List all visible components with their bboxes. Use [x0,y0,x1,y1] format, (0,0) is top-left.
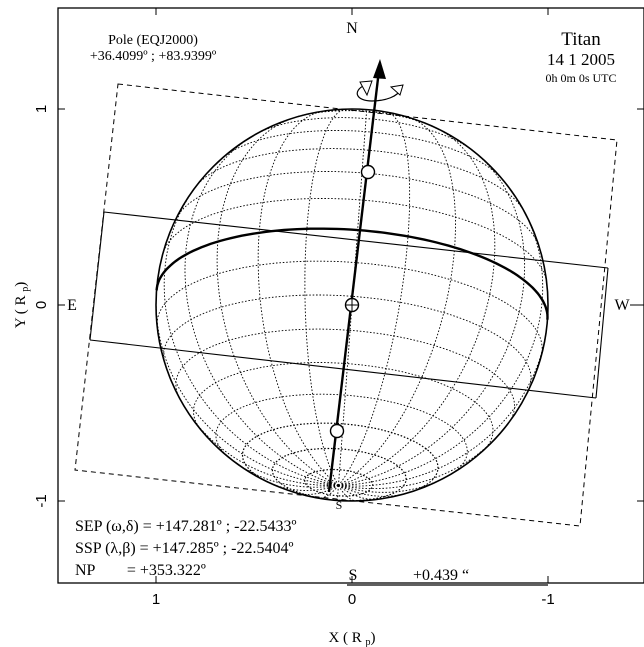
meridian-line [338,428,505,490]
axis-ticks [58,8,644,583]
plot-frame [57,7,644,584]
x-tick-label-0: 0 [348,591,356,608]
x-tick-label-1: 1 [152,591,160,608]
meridian-line [257,110,339,486]
rotation-axis-line [327,69,381,493]
latitude-line [215,393,468,475]
date-label: 14 1 2005 [547,50,615,69]
south-pole-label: S [336,498,343,512]
north-arrow-head [373,59,386,79]
meridian-line [297,485,339,495]
sep-readout: SEP (ω,δ) = +147.281º ; -22.5433º [75,518,296,535]
south-marker [329,423,345,439]
y-tick-label-0: 0 [33,301,50,309]
time-label: 0h 0m 0s UTC [545,71,616,85]
y-tick-label-minus1: -1 [33,494,50,507]
x-tick-label-minus1: -1 [541,591,554,608]
ssp-readout: SSP (λ,β) = +147.285º ; -22.5404º [75,540,293,557]
latitude-line [193,362,494,452]
meridian-line [155,296,339,486]
meridian-line [336,485,339,501]
pole-title: Pole (EQJ2000) [108,33,198,48]
meridian-line [338,128,496,486]
meridian-line [338,477,444,493]
meridian-line [338,485,357,502]
y-tick-label-1: 1 [33,105,50,113]
latitude-line [175,328,515,422]
rotation-axis [327,59,404,493]
north-pole-marker [360,164,376,180]
meridian-line [338,485,378,500]
meridian-line [216,117,339,486]
west-label: W [614,297,630,314]
rotation-arrow-tail [359,80,373,97]
latitude-line [163,294,532,391]
scale-bar-s-label: S [349,567,358,584]
rotation-arrow-head [389,84,404,96]
meridian-line [318,485,339,499]
meridian-line [338,150,526,486]
pole-coords: +36.4099º ; +83.9399º [90,49,217,64]
meridian-line [338,117,456,486]
north-label: N [346,20,358,37]
latitude-line [304,468,374,497]
ring-bound-dashed-box [74,83,618,527]
meridian-line [235,462,339,488]
np-readout: NP = +353.322º [75,562,206,579]
meridian-line [183,404,339,487]
east-label: E [67,297,77,314]
latitude-line [195,148,525,212]
meridian-line [184,134,339,486]
globe-limb [155,108,549,502]
meridian-line [338,319,548,487]
meridian-line [163,185,339,486]
x-axis-label: X ( R p) [328,630,375,647]
y-axis-label: Y ( R p) [13,282,31,329]
body-name: Titan [561,29,601,50]
meridian-line [304,108,347,486]
rotation-direction-arrow [356,84,401,102]
scale-bar-value: +0.439 “ [413,567,469,584]
meridian-line [338,111,411,486]
